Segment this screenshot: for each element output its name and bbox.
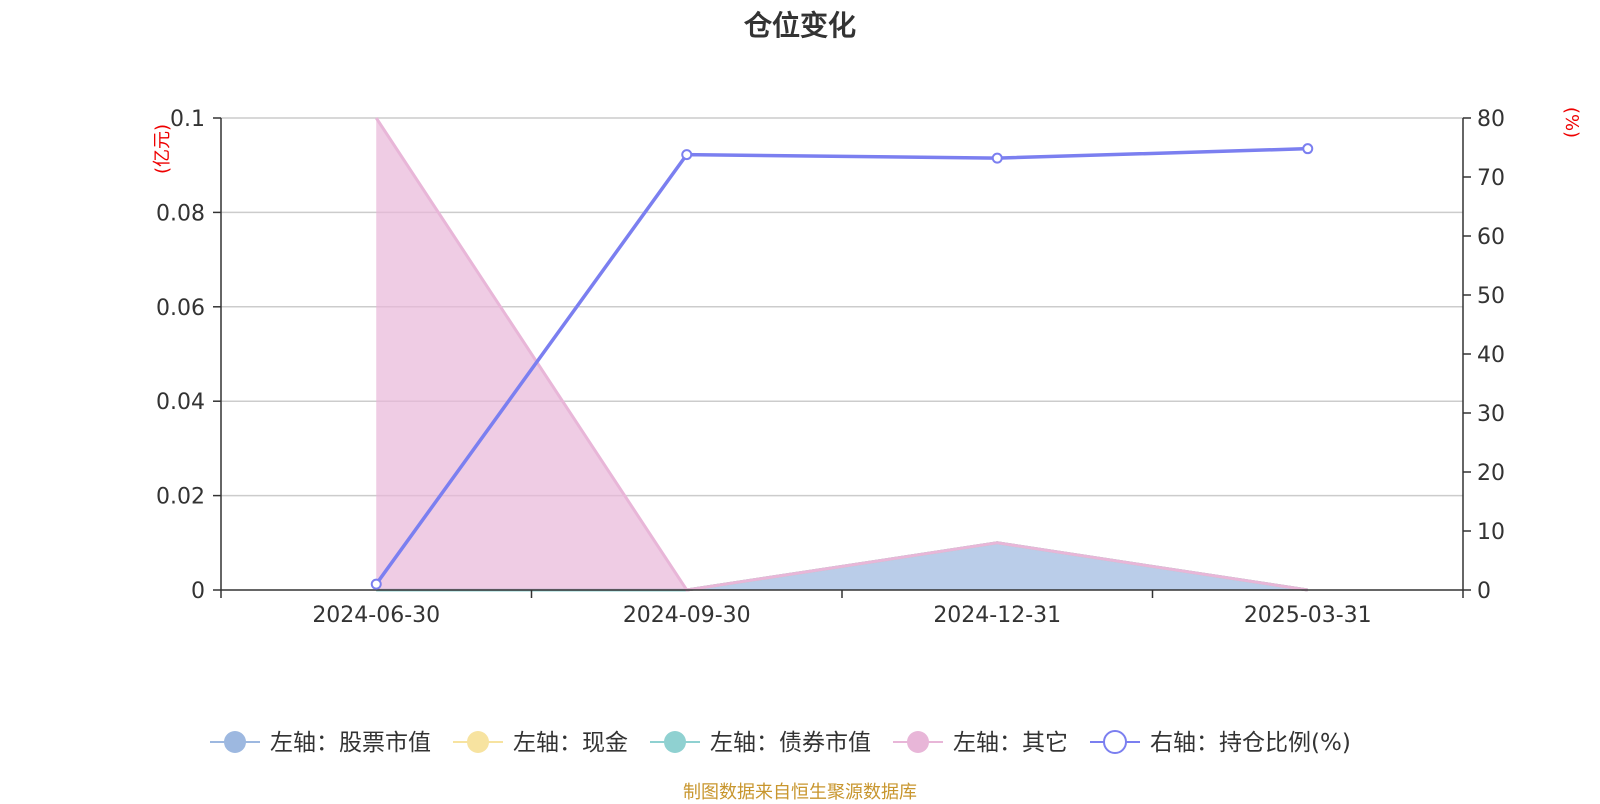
left-axis-tick-label: 0.1 — [170, 107, 205, 132]
right-axis-tick-label: 50 — [1477, 284, 1505, 309]
legend-marker — [1103, 730, 1127, 754]
source-note: 制图数据来自恒生聚源数据库 — [683, 782, 917, 803]
area-左轴：其它 — [376, 118, 1308, 590]
line-point — [681, 149, 693, 161]
right-axis-tick-label: 80 — [1477, 107, 1505, 132]
right-axis-tick-label: 20 — [1477, 461, 1505, 486]
legend-label: 左轴：股票市值 — [270, 730, 431, 756]
left-axis-tick-label: 0 — [191, 579, 205, 604]
chart-title: 仓位变化 — [743, 9, 856, 42]
line-series — [374, 146, 1308, 586]
left-axis-tick-label: 0.06 — [156, 296, 205, 321]
legend-label: 右轴：持仓比例(%) — [1150, 730, 1351, 756]
x-axis-tick-label: 2025-03-31 — [1244, 603, 1372, 628]
x-axis-tick-label: 2024-12-31 — [933, 603, 1061, 628]
right-axis-tick-label: 30 — [1477, 402, 1505, 427]
legend-label: 左轴：债券市值 — [710, 730, 871, 756]
left-axis-tick-label: 0.02 — [156, 485, 205, 510]
right-axis-tick-label: 70 — [1477, 166, 1505, 191]
right-axis-tick-label: 0 — [1477, 579, 1491, 604]
legend-marker — [467, 731, 489, 753]
legend-marker — [224, 731, 246, 753]
x-axis-tick-label: 2024-09-30 — [623, 603, 751, 628]
right-axis-tick-label: 60 — [1477, 225, 1505, 250]
right-axis-tick-label: 40 — [1477, 343, 1505, 368]
right-axis-tick-label: 10 — [1477, 520, 1505, 545]
area-line-左轴：其它 — [374, 117, 1308, 592]
legend-label: 左轴：现金 — [513, 730, 628, 756]
line-point — [1302, 143, 1314, 155]
x-axis-tick-label: 2024-06-30 — [312, 603, 440, 628]
legend-marker — [907, 731, 929, 753]
left-axis-tick-label: 0.08 — [156, 201, 205, 226]
line-point — [370, 578, 382, 590]
legend-marker — [664, 731, 686, 753]
left-axis-tick-label: 0.04 — [156, 390, 205, 415]
line-point — [991, 152, 1003, 164]
legend-label: 左轴：其它 — [953, 730, 1068, 756]
